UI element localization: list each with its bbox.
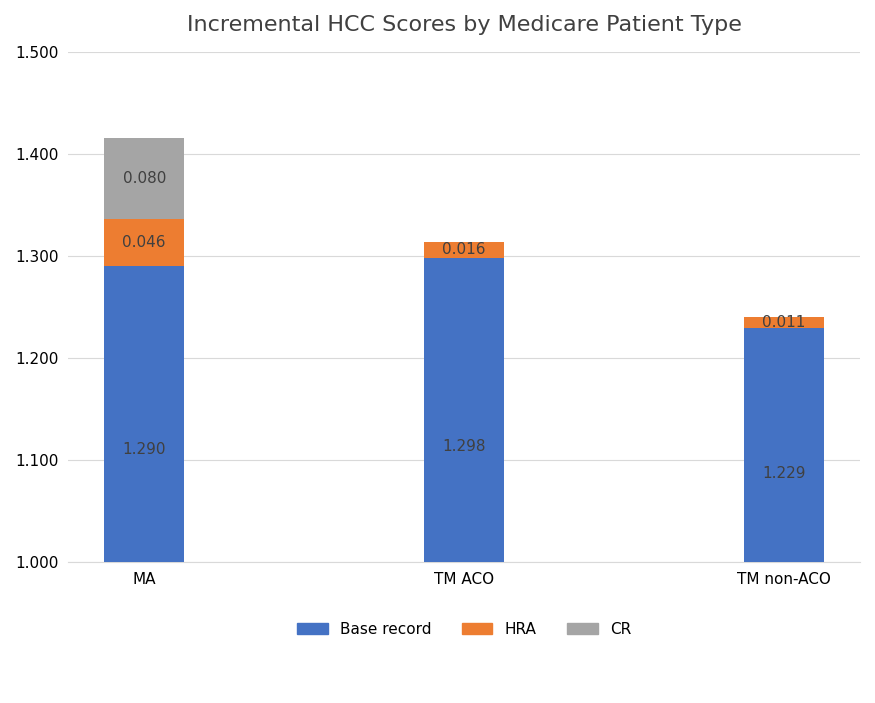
Text: 1.290: 1.290 bbox=[123, 442, 166, 457]
Bar bbox=[424, 242, 504, 258]
Bar bbox=[104, 219, 185, 266]
Bar bbox=[744, 328, 824, 562]
Text: 0.046: 0.046 bbox=[123, 236, 166, 250]
Bar bbox=[744, 317, 824, 328]
Bar bbox=[424, 258, 504, 562]
Bar bbox=[104, 138, 185, 219]
Text: 0.080: 0.080 bbox=[123, 171, 166, 186]
Text: 0.011: 0.011 bbox=[762, 316, 806, 330]
Legend: Base record, HRA, CR: Base record, HRA, CR bbox=[291, 616, 637, 643]
Text: 1.229: 1.229 bbox=[762, 466, 806, 481]
Bar bbox=[104, 266, 185, 562]
Text: 0.016: 0.016 bbox=[443, 243, 486, 257]
Title: Incremental HCC Scores by Medicare Patient Type: Incremental HCC Scores by Medicare Patie… bbox=[186, 15, 741, 35]
Text: 1.298: 1.298 bbox=[443, 439, 486, 454]
